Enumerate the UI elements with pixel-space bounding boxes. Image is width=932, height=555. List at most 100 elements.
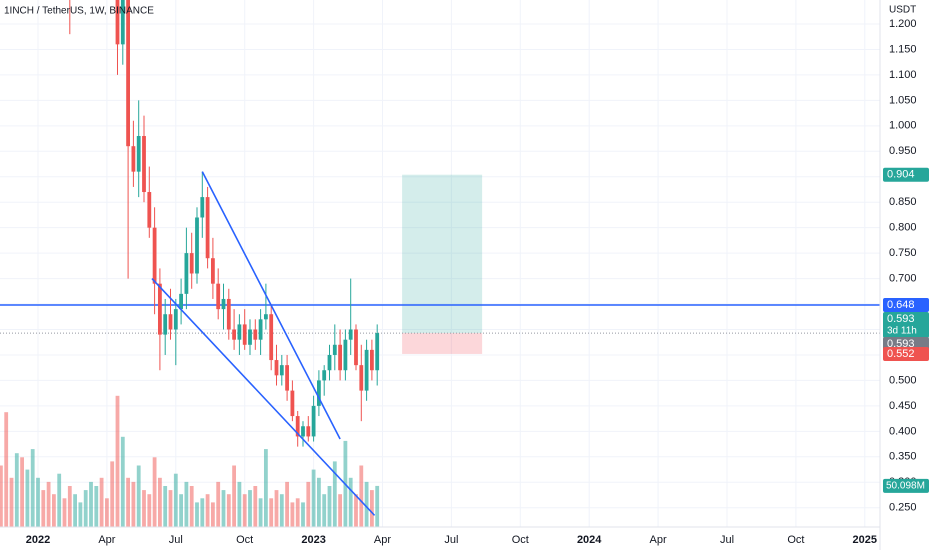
- volume-bar: [332, 461, 337, 527]
- y-tick-label: 1.100: [889, 69, 917, 81]
- y-tick-label: 0.950: [889, 145, 917, 157]
- volume-bar: [30, 449, 35, 527]
- candle-body: [364, 349, 369, 391]
- volume-bar: [94, 486, 99, 527]
- volume-bar: [173, 473, 178, 527]
- candle-body: [354, 329, 358, 366]
- candle-body: [136, 136, 141, 172]
- trend-line: [201, 171, 341, 440]
- volume-bar: [104, 498, 109, 527]
- volume-bar: [354, 494, 358, 527]
- volume-bar: [184, 481, 189, 527]
- candle-body: [216, 283, 221, 310]
- candle-body: [142, 136, 146, 193]
- volume-bar: [195, 502, 199, 527]
- volume-bar: [136, 465, 141, 527]
- candle-body: [232, 329, 236, 340]
- volume-bar: [232, 465, 236, 527]
- volume-bar: [242, 494, 247, 527]
- volume-bar: [338, 494, 342, 527]
- candle-body: [295, 416, 300, 437]
- candle-body: [369, 349, 374, 371]
- volume-bar: [364, 481, 369, 527]
- candle-body: [173, 309, 178, 330]
- volume-bar: [274, 490, 279, 527]
- candle-body: [179, 293, 183, 310]
- y-tick-label: 1.000: [889, 120, 917, 132]
- candle-body: [348, 329, 353, 340]
- candle-body: [221, 298, 226, 310]
- candle-body: [306, 426, 311, 437]
- candle-body: [115, 0, 120, 45]
- volume-bar: [9, 477, 14, 527]
- volume-bar: [41, 490, 46, 527]
- volume-bar: [269, 498, 274, 527]
- volume-bar: [115, 395, 120, 527]
- volume-bar: [67, 486, 72, 527]
- x-tick-label: Jul: [444, 534, 458, 546]
- volume-bar: [46, 481, 51, 527]
- line-label: 0.648: [887, 299, 915, 311]
- x-tick-label: Apr: [374, 534, 391, 546]
- candle-body: [316, 380, 321, 406]
- y-tick-label: 0.700: [889, 272, 917, 284]
- volume-bar: [263, 449, 268, 527]
- volume-bar: [168, 490, 173, 527]
- candle-body: [301, 426, 305, 437]
- x-tick-label: Jul: [169, 534, 183, 546]
- y-tick-label: 0.750: [889, 247, 917, 259]
- y-tick-label: 0.500: [889, 374, 917, 386]
- candle-body: [258, 319, 263, 340]
- candle-body: [168, 314, 173, 330]
- trend-line: [151, 278, 376, 516]
- candle-body: [359, 365, 364, 391]
- volume-bar: [179, 494, 183, 527]
- volume-bar: [62, 498, 67, 527]
- volume-bar: [0, 465, 3, 527]
- volume-bar: [327, 486, 332, 527]
- candle-body: [322, 370, 327, 381]
- volume-bar: [375, 485, 380, 527]
- candle-body: [279, 365, 284, 376]
- candle-body: [269, 314, 274, 361]
- candle-body: [248, 329, 252, 345]
- volume-label: 50.098M: [886, 481, 925, 492]
- volume-bar: [89, 481, 93, 527]
- candle-body: [274, 360, 279, 376]
- volume-bar: [142, 490, 146, 527]
- volume-bar: [36, 477, 40, 527]
- candle-body: [210, 258, 215, 284]
- x-tick-label: Oct: [236, 534, 253, 546]
- stop-zone: [402, 333, 483, 354]
- candle-body: [126, 0, 130, 147]
- volume-bar: [295, 498, 300, 527]
- candle-body: [147, 192, 152, 228]
- volume-bar: [126, 477, 130, 527]
- candle-body: [242, 324, 247, 345]
- volume-bar: [226, 494, 231, 527]
- candle-body: [195, 217, 199, 274]
- grid: [0, 0, 880, 527]
- candle-body: [120, 0, 125, 45]
- candle-body: [163, 314, 168, 335]
- chart-title: 1INCH / TetherUS, 1W, BINANCE: [4, 6, 154, 17]
- volume-bar: [348, 477, 353, 527]
- y-tick-label: 0.800: [889, 222, 917, 234]
- candle-body: [375, 333, 380, 371]
- last-price-label: 0.593: [887, 313, 915, 325]
- y-tick-label: 1.050: [889, 94, 917, 106]
- last-price-label-box: [883, 312, 929, 339]
- x-tick-label: 2025: [853, 534, 877, 546]
- volume-bar: [237, 481, 242, 527]
- stop-label-box: [883, 346, 929, 361]
- volume-bar: [147, 494, 152, 527]
- target-label: 0.904: [887, 169, 915, 181]
- volume-bar: [131, 481, 136, 527]
- line-label-box: [883, 298, 929, 313]
- y-tick-label: 0.850: [889, 196, 917, 208]
- volume-label-box: [883, 478, 929, 493]
- candle-body: [205, 197, 210, 259]
- stop-label: 0.552: [887, 348, 915, 360]
